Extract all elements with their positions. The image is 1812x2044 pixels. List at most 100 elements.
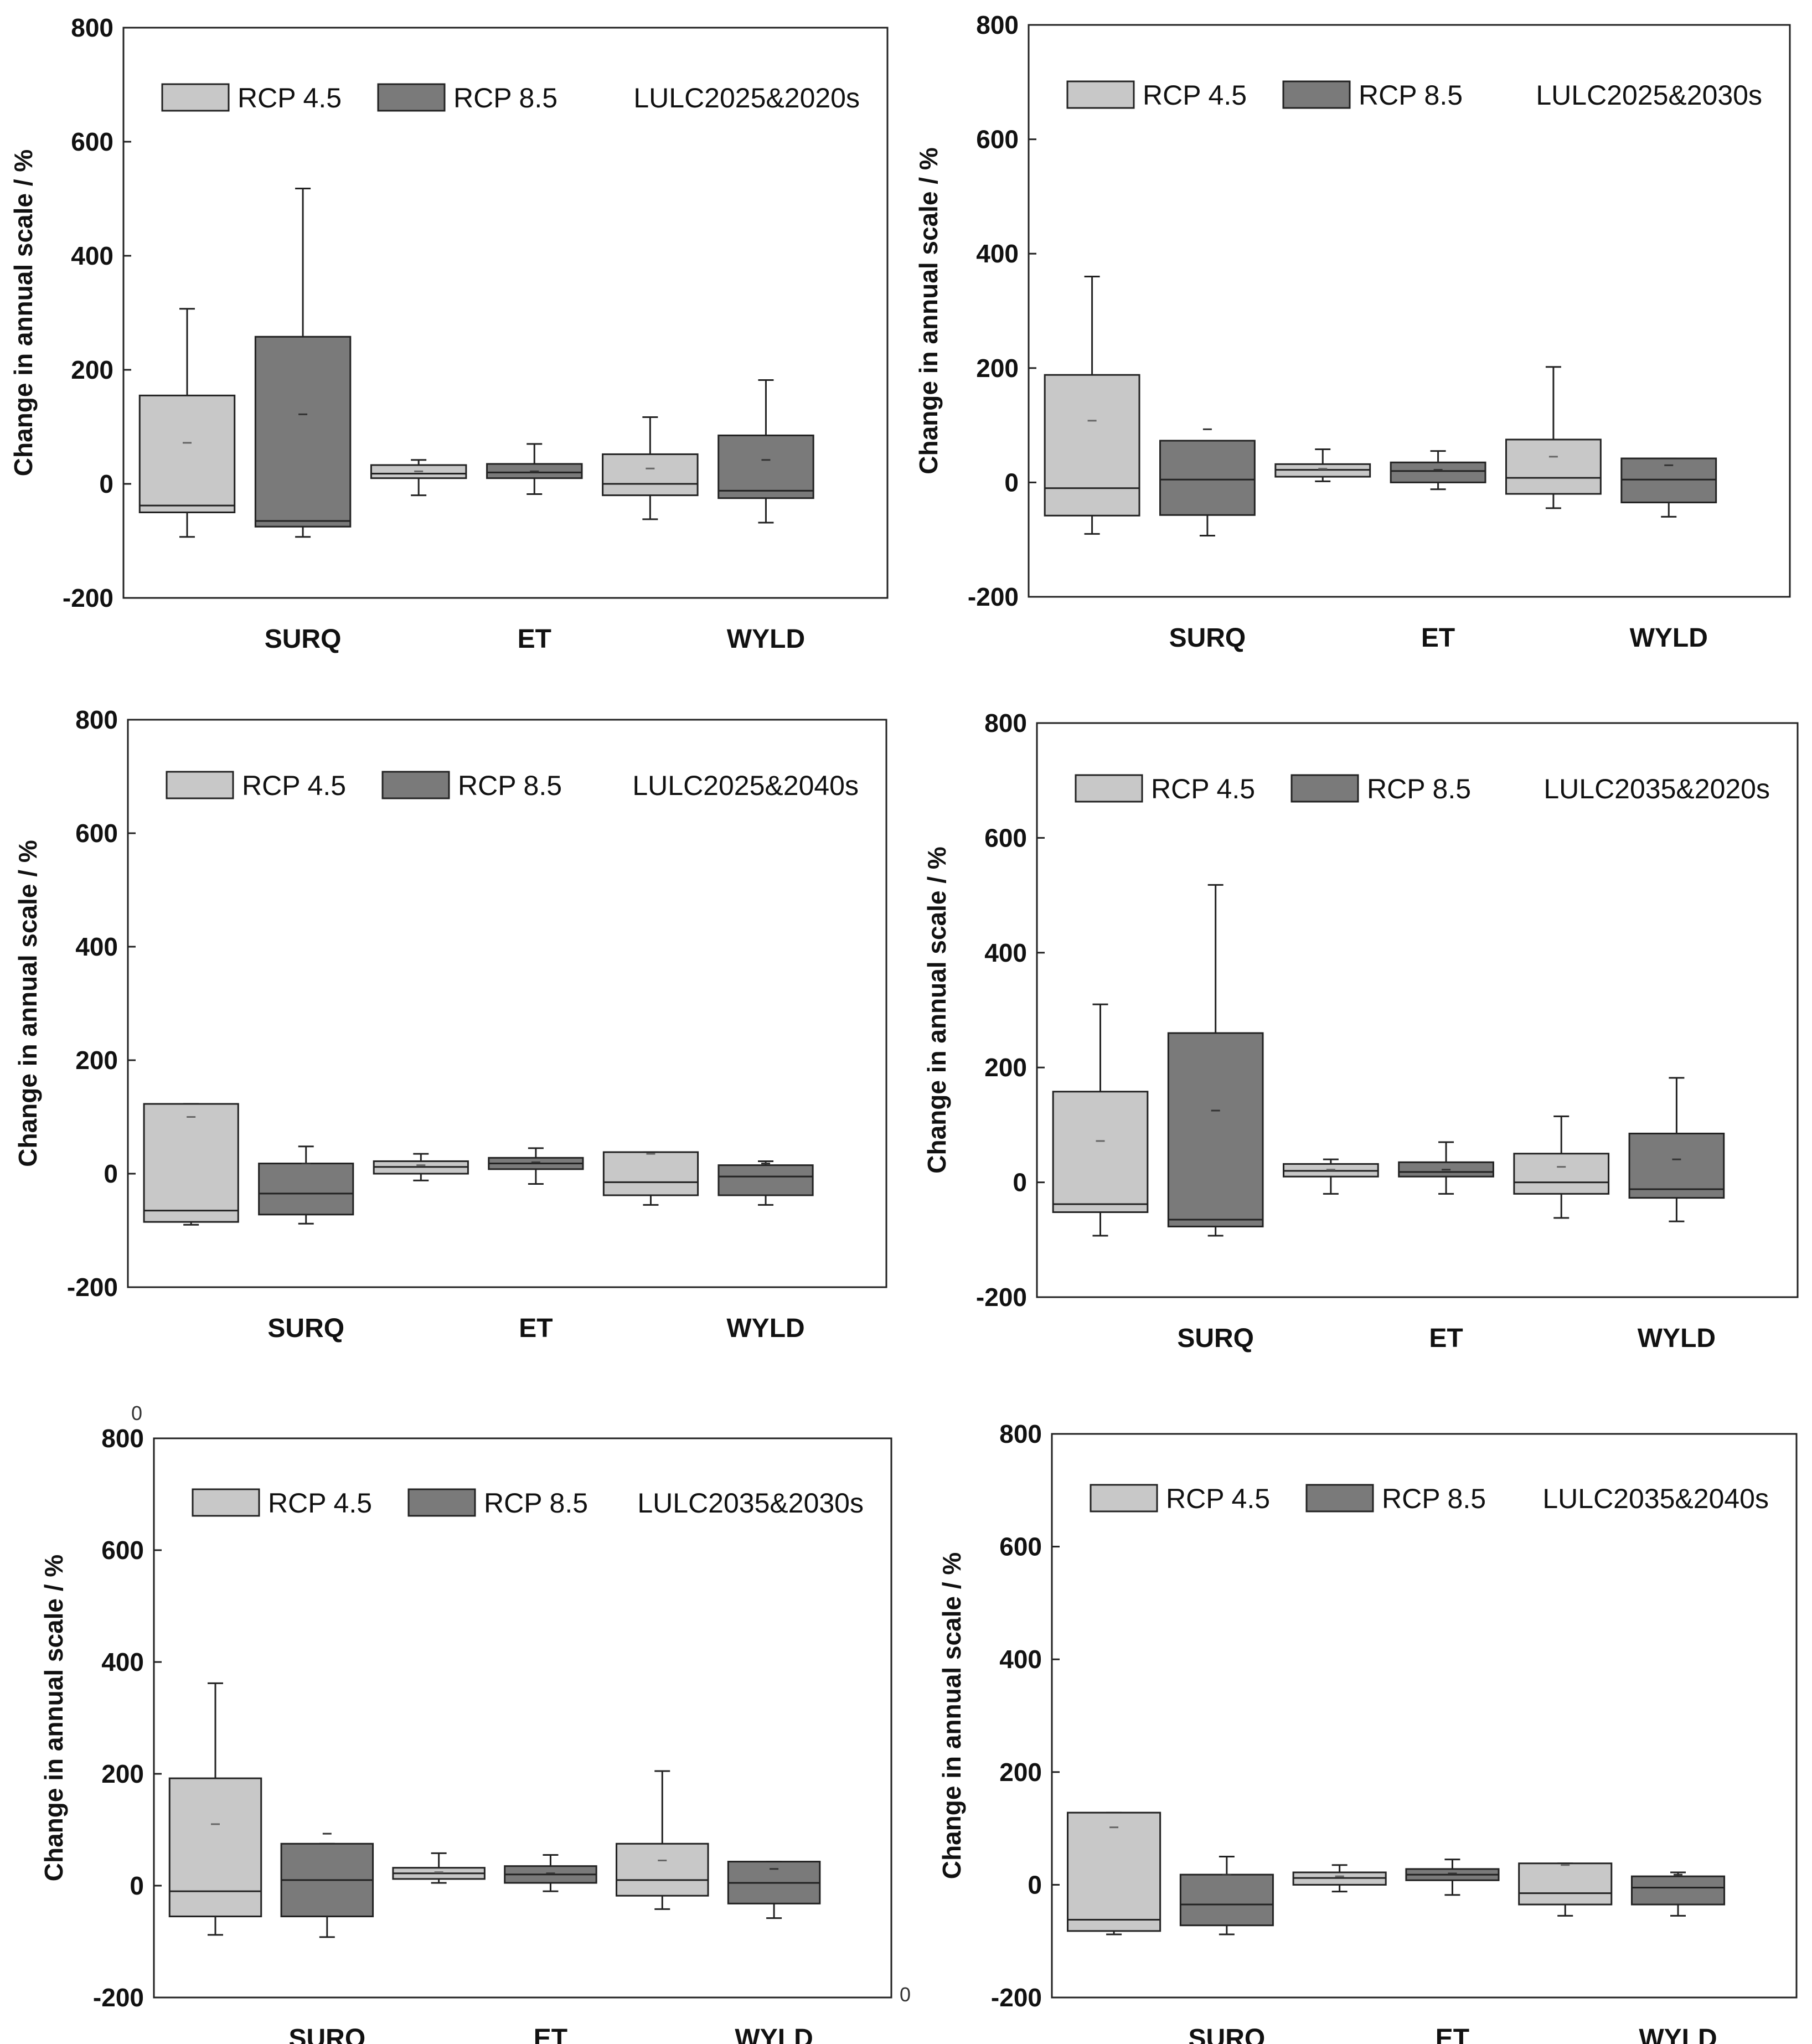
chart-panel-2: -200 0 200 400 600 800 Change in annual scale … (914, 11, 1791, 653)
chart-panels: -200 0 200 400 600 800 Change in annual scale … (9, 11, 1799, 2044)
y-tick-label: 800 (101, 1424, 144, 1453)
box-surq-rcp85 (254, 187, 352, 538)
legend-item-1: RCP 4.5 (192, 1488, 372, 1519)
box-body (1630, 1875, 1726, 1906)
legend-item-1: RCP 4.5 (1075, 773, 1255, 804)
chart-panel-3: -200 0 200 400 600 800 Change in annual scale … (13, 705, 887, 1343)
legend-item-1: RCP 4.5 (166, 770, 346, 801)
x-category-label: ET (1429, 1324, 1463, 1353)
chart-panel-6: -200 0 200 400 600 800 Change in annual scale … (937, 1420, 1798, 2044)
y-tick-label: 600 (71, 127, 113, 156)
legend-label: RCP 8.5 (1382, 1483, 1486, 1514)
box-et-rcp85 (504, 1854, 597, 1892)
panel-title: LULC2025&2040s (632, 770, 859, 801)
legend-label: RCP 4.5 (1166, 1483, 1270, 1514)
x-category-label: WYLD (727, 624, 805, 654)
x-category-label: WYLD (726, 1314, 804, 1343)
box-surq-rcp85 (1159, 428, 1256, 536)
y-tick-label: -200 (976, 1283, 1027, 1312)
box-wyld-rcp45 (1518, 1862, 1613, 1917)
legend-label: RCP 8.5 (1359, 80, 1463, 111)
legend-swatch (1090, 1484, 1158, 1513)
legend-swatch (192, 1488, 260, 1517)
y-tick-label: 800 (75, 705, 118, 734)
box-wyld-rcp85 (1620, 457, 1717, 518)
y-tick-label: 0 (130, 1871, 144, 1900)
legend-swatch (407, 1488, 476, 1517)
box-body (258, 1163, 354, 1216)
box-surq-rcp45 (1052, 1003, 1149, 1237)
box-body (1628, 1132, 1725, 1199)
box-body (254, 335, 352, 528)
box-surq-rcp45 (1067, 1811, 1161, 1935)
x-category-label: WYLD (735, 2024, 813, 2044)
legend-item-2: RCP 8.5 (1305, 1483, 1486, 1514)
legend-label: RCP 8.5 (453, 82, 557, 113)
plot-frame (127, 719, 887, 1288)
x-category-label: SURQ (288, 2024, 365, 2044)
box-wyld-rcp85 (717, 379, 814, 524)
box-body (1398, 1161, 1494, 1178)
plot-frame (153, 1437, 892, 1999)
box-body (616, 1842, 709, 1897)
panel-title: LULC2035&2020s (1543, 773, 1770, 804)
chart-panel-4: -200 0 200 400 600 800 Change in annual scale … (922, 709, 1799, 1353)
box-wyld-rcp45 (616, 1770, 709, 1910)
y-tick-label: 800 (984, 709, 1027, 737)
legend-item-2: RCP 8.5 (1282, 80, 1463, 111)
y-tick-label: 400 (976, 239, 1019, 268)
x-category-label: ET (519, 1314, 553, 1343)
y-axis-label: Change in annual scale / % (39, 1555, 68, 1882)
box-body (602, 453, 699, 497)
box-body (138, 394, 236, 513)
box-et-rcp85 (1390, 450, 1486, 491)
stray-zero-label-top: 0 (131, 1402, 142, 1424)
y-tick-label: 400 (71, 241, 113, 270)
x-category-label: ET (534, 2024, 567, 2044)
panel-title: LULC2035&2040s (1542, 1483, 1769, 1514)
box-surq-rcp85 (1179, 1856, 1274, 1935)
box-et-rcp45 (1283, 1158, 1379, 1195)
chart-panel-1: -200 0 200 400 600 800 Change in annual scale … (9, 13, 889, 654)
legend-label: RCP 8.5 (458, 770, 562, 801)
box-et-rcp45 (370, 459, 467, 497)
box-body (602, 1151, 699, 1196)
x-category-label: ET (518, 624, 551, 654)
y-tick-label: 200 (75, 1046, 118, 1075)
box-body (143, 1103, 239, 1223)
box-et-rcp45 (392, 1852, 486, 1884)
box-et-rcp45 (1274, 448, 1371, 482)
box-body (717, 1164, 814, 1196)
panel-title: LULC2025&2020s (633, 82, 860, 113)
box-wyld-rcp85 (717, 1160, 814, 1206)
y-axis-label: Change in annual scale / % (9, 149, 38, 477)
legend-swatch (377, 83, 446, 112)
x-category-label: SURQ (1177, 1324, 1254, 1353)
legend-item-2: RCP 8.5 (407, 1488, 588, 1519)
box-wyld-rcp85 (1628, 1077, 1725, 1222)
box-body (1505, 438, 1602, 495)
legend-swatch (1290, 774, 1359, 803)
box-surq-rcp45 (138, 308, 236, 538)
y-tick-label: 600 (976, 125, 1019, 154)
y-tick-label: -200 (63, 584, 113, 612)
box-surq-rcp45 (1044, 276, 1140, 535)
box-body (1179, 1873, 1274, 1927)
box-body (717, 434, 814, 499)
box-surq-rcp85 (1167, 884, 1264, 1237)
legend-swatch (381, 771, 450, 799)
legend-item-1: RCP 4.5 (161, 82, 342, 113)
box-wyld-rcp85 (727, 1861, 821, 1919)
legend-label: RCP 4.5 (268, 1488, 372, 1519)
box-body (1518, 1862, 1613, 1906)
y-tick-label: -200 (67, 1273, 118, 1302)
plot-frame (122, 27, 889, 599)
box-body (1513, 1153, 1610, 1195)
box-wyld-rcp45 (1505, 366, 1602, 509)
plot-frame (1028, 24, 1791, 598)
y-tick-label: 800 (976, 11, 1019, 39)
legend-item-2: RCP 8.5 (1290, 773, 1471, 804)
y-tick-label: 0 (99, 469, 113, 498)
box-body (1044, 374, 1140, 517)
